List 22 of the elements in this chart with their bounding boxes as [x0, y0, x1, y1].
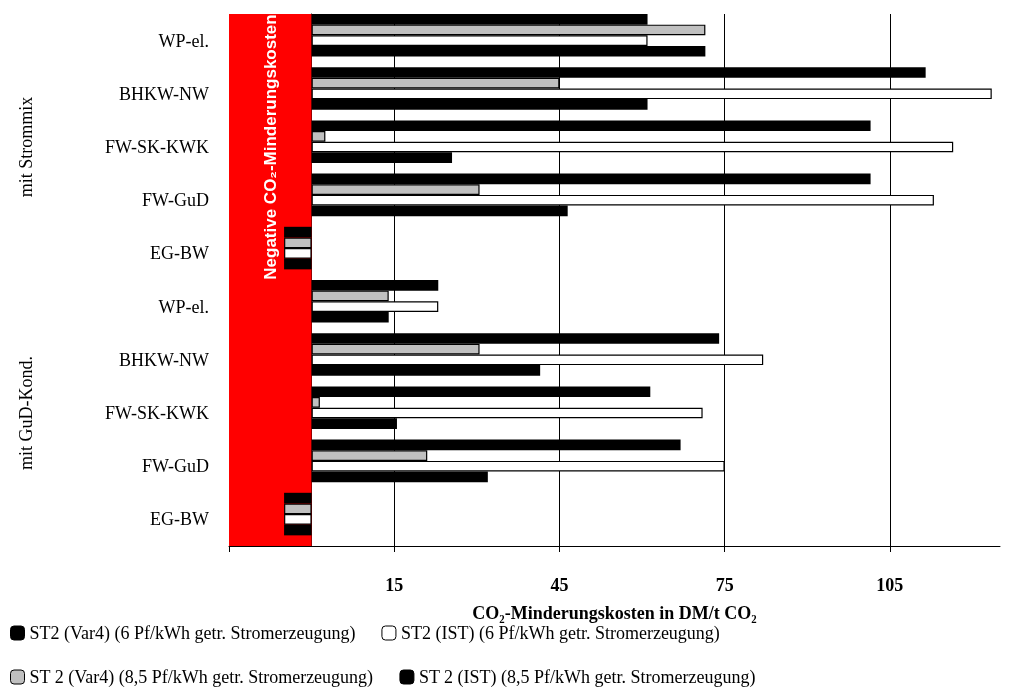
x-tick-label: 75: [715, 575, 734, 595]
legend-label: ST 2 (IST) (8,5 Pf/kWh getr. Stromerzeugung): [418, 667, 756, 688]
y-tick-label: EG-BW: [150, 509, 210, 530]
y-tick-label: WP-el.: [158, 296, 209, 317]
legend-label: ST2 (IST) (6 Pf/kWh getr. Stromerzeugung): [400, 623, 720, 644]
y-tick-label: BHKW-NW: [119, 349, 210, 370]
band-label: Negative CO₂-Minderungskosten: [260, 14, 280, 280]
y-tick-label: FW-SK-KWK: [105, 403, 209, 423]
y-tick-label: FW-GuD: [142, 456, 209, 477]
y-tick-label: BHKW-NW: [119, 83, 210, 104]
y-tick-label: FW-GuD: [142, 190, 209, 211]
y-tick-label: WP-el.: [158, 30, 209, 51]
y-tick-label: FW-SK-KWK: [105, 137, 209, 157]
y-tick-label: EG-BW: [150, 243, 210, 264]
legend-label: ST 2 (Var4) (8,5 Pf/kWh getr. Stromerzeugung): [29, 667, 374, 688]
x-tick-label: 15: [385, 575, 404, 595]
x-tick-label: 45: [550, 575, 569, 595]
text: mit GuD-Kond.: [16, 356, 36, 470]
text: mit Strommix: [16, 96, 36, 198]
x-tick-label: 105: [876, 575, 904, 595]
legend-label: ST2 (Var4) (6 Pf/kWh getr. Stromerzeugung): [29, 623, 356, 644]
x-axis-title: CO₂-Minderungskosten in DM/t CO₂: [472, 603, 757, 623]
